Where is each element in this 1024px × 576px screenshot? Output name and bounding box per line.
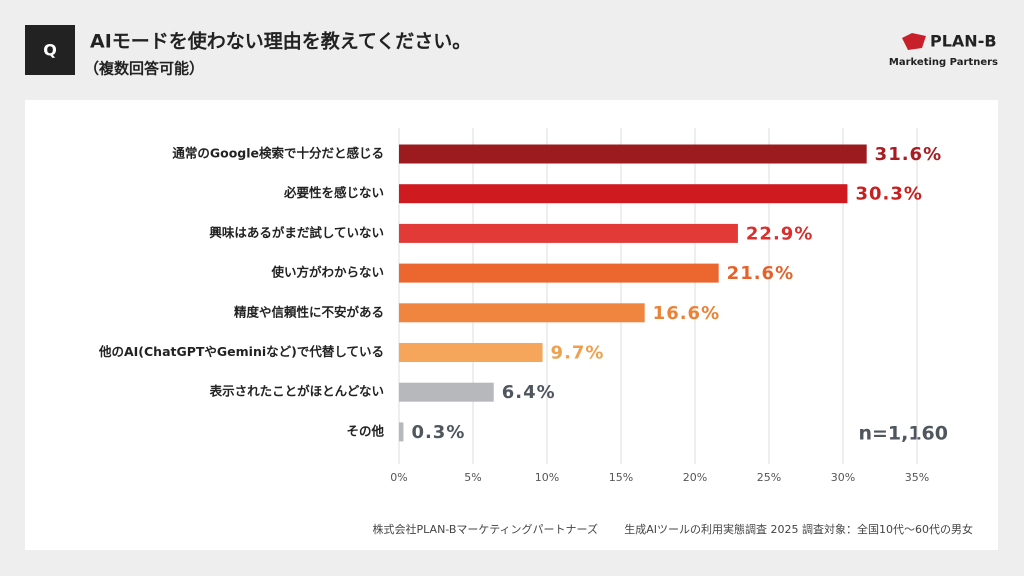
x-tick-label: 0% [390, 471, 407, 484]
bar [399, 382, 494, 402]
value-label: 31.6% [875, 144, 942, 165]
value-label: 30.3% [855, 184, 922, 205]
sample-size: n=1,160 [858, 423, 948, 445]
bar [399, 303, 645, 323]
value-label: 6.4% [502, 382, 556, 403]
value-label: 16.6% [653, 303, 720, 324]
title: AIモードを使わない理由を教えてください。 [90, 30, 471, 53]
bar [399, 184, 848, 204]
badge-box [25, 25, 75, 75]
logo-icon [902, 33, 926, 50]
subtitle: （複数回答可能） [84, 60, 204, 78]
panel [25, 100, 998, 550]
bar [399, 223, 738, 243]
value-label: 22.9% [746, 223, 813, 244]
x-tick-label: 35% [905, 471, 929, 484]
bar [399, 144, 867, 164]
bar [399, 263, 719, 283]
badge: Q [43, 41, 57, 60]
x-tick-label: 25% [757, 471, 781, 484]
category-label: 興味はあるがまだ試していない [209, 225, 384, 240]
category-label: 表示されたことがほとんどない [209, 384, 384, 399]
value-label: 0.3% [411, 422, 465, 443]
bar [399, 422, 404, 442]
value-label: 9.7% [551, 343, 605, 364]
footer-source: 株式会社PLAN-Bマーケティングパートナーズ [373, 522, 598, 536]
logo-name: PLAN-B [930, 32, 997, 51]
x-tick-label: 5% [464, 471, 481, 484]
value-label: 21.6% [727, 263, 794, 284]
category-label: 通常のGoogle検索で十分だと感じる [172, 146, 384, 161]
logo-tagline: Marketing Partners [889, 57, 998, 68]
category-label: 他のAI(ChatGPTやGeminiなど)で代替している [98, 344, 384, 359]
category-label: 必要性を感じない [283, 185, 384, 200]
x-tick-label: 20% [683, 471, 707, 484]
x-tick-label: 15% [609, 471, 633, 484]
x-tick-label: 10% [535, 471, 559, 484]
category-label: 使い方がわからない [270, 265, 384, 280]
x-tick-label: 30% [831, 471, 855, 484]
footer-survey: 生成AIツールの利用実態調査 2025 調査対象：全国10代〜60代の男女 [624, 522, 973, 536]
category-label: その他 [346, 423, 384, 438]
bar [399, 343, 543, 362]
category-label: 精度や信頼性に不安がある [234, 304, 384, 319]
